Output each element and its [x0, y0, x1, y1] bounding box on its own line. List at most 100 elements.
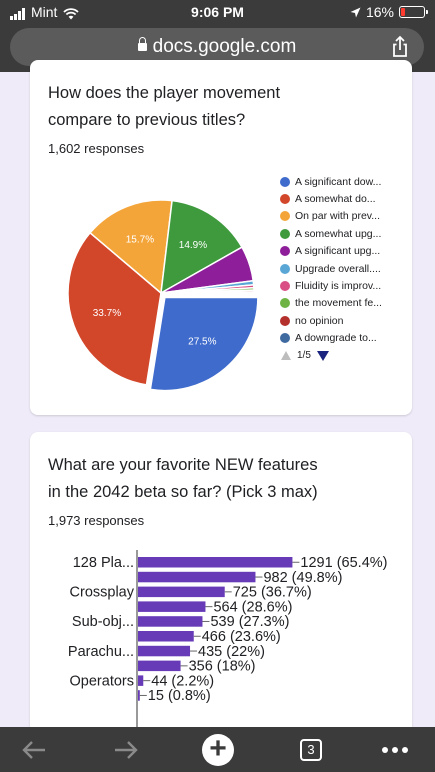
legend-swatch — [280, 194, 290, 205]
bar-value-label: 539 (27.3%) — [210, 614, 289, 630]
bar-value-label: 44 (2.2%) — [151, 673, 214, 689]
previous-page-icon[interactable] — [281, 351, 291, 360]
legend-item: the movement fe... — [280, 295, 382, 312]
legend-page: 1/5 — [297, 350, 311, 361]
location-arrow-icon — [350, 7, 361, 17]
legend-item: no opinion — [280, 312, 382, 329]
pie-slice — [160, 199, 243, 295]
legend-label: A significant upg... — [295, 245, 381, 258]
legend-label: A downgrade to... — [295, 332, 377, 345]
next-page-icon[interactable] — [316, 350, 329, 361]
legend-label: Upgrade overall.... — [295, 262, 381, 275]
question-card-movement: How does the player movement compare to … — [30, 60, 412, 415]
forward-arrow-icon — [115, 740, 138, 759]
legend-swatch — [280, 281, 290, 292]
legend-label: A somewhat upg... — [295, 227, 382, 240]
bar-value-label: 982 (49.8%) — [263, 570, 342, 586]
wifi-icon — [63, 8, 80, 20]
carrier: Mint — [10, 4, 80, 20]
bar-value-label: 435 (22%) — [198, 644, 265, 660]
legend-item: Fluidity is improv... — [280, 277, 382, 294]
category-label: Operators — [70, 673, 134, 689]
tab-count: 3 — [300, 738, 322, 761]
more-dots-icon — [382, 746, 408, 753]
carrier-name: Mint — [31, 4, 58, 20]
chart-legend: A significant dow... A somewhat do... On p… — [280, 173, 382, 347]
pie-slice — [89, 199, 173, 295]
bar — [138, 571, 256, 583]
category-label: Crossplay — [70, 585, 135, 601]
back-arrow-icon — [22, 740, 45, 759]
category-label: 128 Pla... — [73, 555, 134, 571]
legend-label: On par with prev... — [295, 210, 381, 223]
url-text: docs.google.com — [152, 36, 297, 57]
status-right: 16% — [350, 4, 428, 20]
bar-value-label: 1291 (65.4%) — [300, 555, 387, 571]
menu-button[interactable] — [373, 727, 417, 772]
new-tab-button[interactable]: + — [196, 727, 240, 772]
bottom-toolbar: + 3 — [0, 727, 435, 772]
bar — [138, 601, 206, 612]
question-title-line: compare to previous titles? — [48, 111, 246, 129]
battery-percent: 16% — [365, 4, 394, 20]
legend-label: the movement fe... — [295, 297, 382, 310]
bar-value-label: 466 (23.6%) — [202, 629, 281, 645]
legend-label: A somewhat do... — [295, 193, 376, 206]
signal-icon — [10, 8, 25, 20]
legend-swatch — [280, 246, 290, 257]
response-count: 1,602 responses — [48, 141, 145, 156]
question-title-line: in the 2042 beta so far? (Pick 3 max) — [48, 483, 318, 501]
status-bar: Mint 9:06 PM 16% — [0, 0, 435, 24]
bar — [138, 675, 144, 686]
plus-icon: + — [202, 733, 234, 766]
bar — [138, 616, 203, 627]
bar — [138, 660, 181, 672]
bar — [138, 586, 225, 598]
legend-item: Upgrade overall.... — [280, 260, 382, 277]
clock: 9:06 PM — [191, 4, 244, 20]
legend-item: A somewhat do... — [280, 190, 382, 207]
bar-value-label: 356 (18%) — [189, 659, 256, 675]
bar — [138, 690, 140, 701]
address-bar[interactable]: docs.google.com — [10, 28, 424, 66]
question-title: What are your favorite NEW features in t… — [48, 452, 318, 506]
slice-label: 15.7% — [126, 234, 154, 245]
legend-item: A significant dow... — [280, 173, 382, 190]
response-count: 1,973 responses — [48, 513, 145, 528]
bar-value-label: 564 (28.6%) — [213, 599, 292, 615]
question-card-features: What are your favorite NEW features in t… — [30, 432, 412, 752]
pie-slice — [160, 291, 255, 294]
legend-item: A significant upg... — [280, 243, 382, 260]
lock-icon — [137, 37, 147, 51]
bar-value-label: 725 (36.7%) — [233, 585, 312, 601]
share-icon[interactable] — [388, 35, 412, 59]
back-button[interactable] — [12, 727, 56, 772]
slice-label: 14.9% — [179, 240, 207, 251]
legend-swatch — [280, 315, 290, 326]
question-title: How does the player movement compare to … — [48, 80, 280, 134]
category-label: Parachu... — [68, 644, 134, 660]
question-title-line: What are your favorite NEW features — [48, 456, 318, 474]
tab-switcher-button[interactable]: 3 — [289, 727, 333, 772]
bar-value-label: 15 (0.8%) — [148, 688, 211, 704]
slice-label: 27.5% — [188, 336, 216, 347]
bar — [138, 557, 293, 568]
question-title-line: How does the player movement — [48, 84, 281, 102]
legend-swatch — [280, 263, 290, 274]
bar — [138, 645, 191, 657]
legend-swatch — [280, 176, 290, 187]
legend-pager: 1/5 — [281, 350, 329, 361]
legend-swatch — [280, 333, 290, 344]
legend-label: Fluidity is improv... — [295, 280, 382, 293]
pie-slice — [67, 231, 162, 386]
legend-label: A significant dow... — [295, 175, 382, 188]
legend-item: On par with prev... — [280, 208, 382, 225]
legend-swatch — [280, 211, 290, 222]
slice-label: 33.7% — [93, 308, 121, 319]
legend-item: A downgrade to... — [280, 330, 382, 347]
legend-swatch — [280, 228, 290, 239]
bar-chart: 1291 (65.4%) 128 Pla... 982 (49.8%)725 (36… — [68, 550, 387, 730]
forward-button[interactable] — [104, 727, 148, 772]
category-label: Sub-obj... — [72, 614, 134, 630]
battery-icon — [399, 6, 428, 18]
